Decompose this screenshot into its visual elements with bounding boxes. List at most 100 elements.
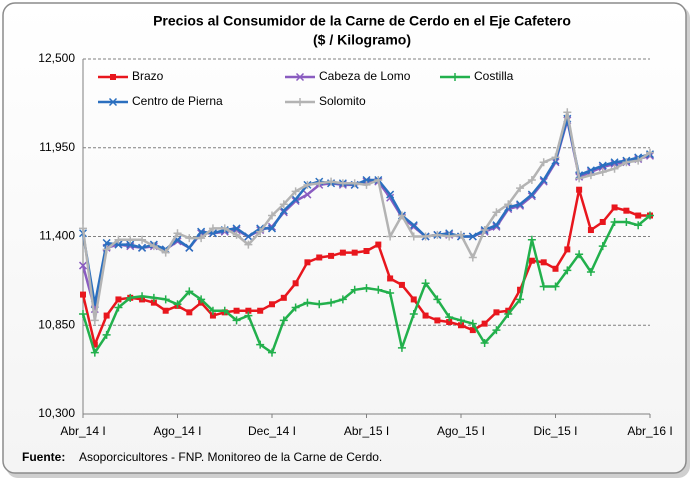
point	[291, 303, 300, 312]
legend-label: Cabeza de Lomo	[319, 69, 411, 83]
point	[186, 309, 193, 316]
point	[303, 190, 312, 199]
point	[623, 207, 630, 214]
point	[564, 246, 571, 253]
point	[386, 288, 395, 297]
point	[338, 179, 347, 188]
point	[102, 238, 111, 247]
source-text: Asoporcicultores - FNP. Monitoreo de la …	[79, 450, 382, 464]
point	[610, 217, 619, 226]
point	[197, 234, 206, 243]
point	[292, 280, 299, 287]
point	[245, 307, 252, 314]
point	[527, 235, 536, 244]
point	[586, 268, 595, 276]
point	[185, 243, 194, 252]
point	[339, 249, 346, 256]
chart-title: Precios al Consumidor de la Carne de Cer…	[153, 13, 571, 29]
point	[91, 341, 98, 348]
point	[516, 295, 525, 304]
point	[244, 311, 253, 320]
point	[138, 235, 147, 244]
point	[481, 320, 488, 327]
point	[232, 316, 241, 325]
legend-marker	[110, 74, 116, 80]
point	[468, 319, 477, 328]
legend-marker	[295, 72, 305, 82]
legend-label: Brazo	[132, 69, 164, 83]
point	[387, 275, 394, 282]
point	[256, 340, 265, 349]
y-tick-label: 10,300	[38, 406, 75, 420]
point	[350, 285, 359, 294]
point	[102, 245, 111, 254]
point	[540, 259, 547, 266]
point	[397, 343, 406, 352]
point	[457, 230, 465, 239]
point	[351, 249, 358, 256]
point	[79, 309, 87, 318]
point	[197, 227, 206, 236]
point	[161, 295, 170, 304]
point	[563, 266, 572, 275]
point	[173, 300, 182, 309]
point	[551, 153, 560, 162]
point	[468, 232, 477, 241]
point	[563, 108, 572, 117]
point	[138, 243, 147, 252]
point	[433, 295, 442, 304]
x-tick-label: Abr_16 I	[627, 424, 672, 438]
point	[103, 312, 110, 319]
point	[267, 224, 277, 233]
point	[386, 190, 395, 199]
point	[350, 179, 359, 188]
point	[362, 175, 371, 185]
point	[480, 339, 489, 347]
point	[457, 316, 465, 325]
point	[327, 298, 336, 307]
point	[586, 166, 595, 175]
point	[517, 286, 524, 293]
point	[138, 292, 147, 301]
y-tick-label: 10,850	[38, 317, 75, 331]
point	[149, 242, 158, 251]
point	[468, 253, 477, 262]
point	[328, 252, 335, 259]
point	[220, 306, 229, 315]
point	[445, 313, 454, 322]
point	[126, 293, 135, 302]
y-tick-label: 12,500	[38, 51, 75, 65]
point	[114, 235, 123, 244]
point	[197, 295, 206, 304]
point	[338, 295, 347, 304]
legend-label: Costilla	[474, 69, 514, 83]
point	[279, 206, 288, 215]
legend-label: Solomito	[319, 94, 366, 108]
point	[327, 177, 336, 186]
point	[504, 200, 513, 209]
point	[79, 224, 87, 233]
point	[421, 279, 430, 288]
point	[422, 312, 429, 319]
point	[268, 211, 276, 220]
point	[527, 192, 536, 201]
point	[80, 291, 86, 298]
point	[646, 211, 654, 220]
point	[126, 235, 135, 244]
y-tick-label: 11,950	[39, 140, 75, 154]
point	[551, 282, 560, 291]
point	[598, 161, 607, 170]
point	[386, 232, 395, 241]
point	[410, 296, 417, 303]
point	[492, 221, 501, 230]
point	[232, 224, 241, 233]
point	[208, 224, 217, 233]
chart-subtitle: ($ / Kilogramo)	[313, 32, 411, 48]
point	[279, 200, 288, 209]
point	[586, 171, 595, 180]
point	[552, 265, 559, 272]
point	[232, 230, 241, 239]
point	[279, 316, 288, 325]
legend-marker	[296, 98, 304, 106]
